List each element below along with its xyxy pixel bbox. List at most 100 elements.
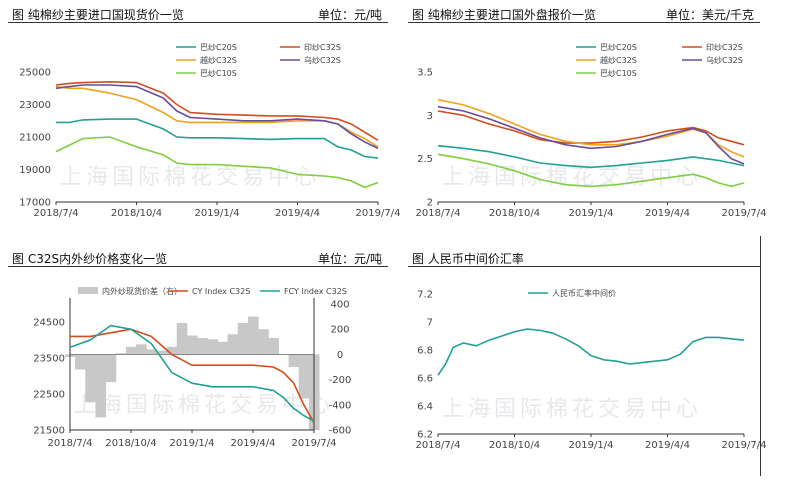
spread-bar — [176, 322, 188, 355]
series-line — [437, 144, 745, 169]
x-tick-label: 2018/7/4 — [34, 208, 79, 219]
y-tick-label: 6.8 — [417, 346, 433, 357]
title-divider — [8, 266, 388, 267]
y-tick-label: 25000 — [19, 68, 51, 79]
y2-tick-label: 200 — [330, 325, 349, 336]
spread-bar — [105, 354, 117, 383]
watermark: 上海国际棉花交易中心 — [74, 393, 334, 418]
legend-label: 印纱C32S — [304, 43, 341, 52]
watermark: 上海国际棉花交易中心 — [442, 397, 702, 422]
chart-panel-rmb-rate: 图 人民币中间价汇率 上海国际棉花交易中心 7.2 7 6.8 6.6 6.4 6.2 201… — [408, 250, 767, 476]
x-tick-label: 2018/10/4 — [489, 208, 540, 219]
spread-bar — [288, 354, 300, 367]
spread-bar — [136, 344, 147, 355]
legend-label: 越纱C32S — [200, 55, 237, 65]
y-tick-label: 6.4 — [417, 402, 433, 413]
chart-unit: 单位：美元/千克 — [665, 8, 754, 22]
legend-label: 内外纱现货价差（右） — [102, 286, 182, 296]
legend-label: 巴纱C10S — [200, 69, 237, 78]
series-line — [55, 81, 379, 141]
x-tick-label: 2019/7/4 — [356, 208, 401, 219]
spread-bar — [217, 341, 229, 355]
series-line — [437, 105, 745, 165]
spread-bar — [156, 350, 168, 355]
chart-title: 图 C32S内外纱价格变化一览 — [12, 252, 168, 266]
spread-bar — [75, 354, 86, 370]
series-line — [55, 136, 379, 189]
y-tick-label: 3 — [427, 111, 433, 122]
spread-bar — [186, 335, 198, 355]
chart-canvas: 上海国际棉花交易中心 24500 23500 22500 21500 400 200 0 -20… — [33, 286, 352, 449]
spread-bar — [227, 334, 239, 355]
x-tick-label: 2019/1/4 — [170, 438, 215, 449]
y2-tick-label: 0 — [337, 350, 343, 361]
y-tick-label: 22500 — [33, 390, 65, 401]
legend-label: 巴纱C20S — [200, 43, 237, 52]
title-divider — [408, 266, 760, 267]
y2-tick-label: -200 — [329, 375, 352, 386]
series-line — [437, 328, 745, 376]
legend-label: 乌纱C32S — [706, 55, 743, 65]
spread-bar — [95, 354, 107, 418]
legend-label: 人民币汇率中间价 — [552, 288, 616, 298]
spread-bar — [237, 322, 249, 355]
spread-bar — [115, 353, 127, 355]
y-tick-label: 19000 — [19, 165, 51, 176]
chart-panel-spot-price: 图 纯棉纱主要进口国现货价一览 单位：元/吨 上海国际棉花交易中心 25000 23… — [8, 6, 400, 226]
series-line — [56, 118, 379, 159]
spread-bar — [146, 349, 157, 355]
spread-bar — [207, 339, 218, 355]
y2-tick-label: 400 — [330, 300, 349, 311]
panel-right-border — [760, 236, 761, 476]
title-divider — [8, 22, 388, 23]
watermark: 上海国际棉花交易中心 — [60, 165, 320, 190]
legend-label: 巴纱C20S — [600, 43, 637, 52]
series-line — [437, 153, 745, 188]
spread-bar — [85, 354, 96, 403]
x-tick-label: 2019/1/4 — [195, 208, 240, 219]
x-tick-label: 2019/4/4 — [231, 438, 276, 449]
spread-bar — [247, 316, 259, 355]
y-tick-label: 24500 — [33, 318, 65, 329]
spread-bar — [197, 338, 208, 355]
y-tick-label: 3.5 — [417, 68, 433, 79]
series-line — [70, 328, 315, 424]
x-tick-label: 2019/1/4 — [569, 208, 614, 219]
x-tick-label: 2018/7/4 — [416, 440, 461, 451]
x-tick-label: 2019/1/4 — [569, 440, 614, 451]
legend-label: FCY Index C32S — [284, 287, 347, 296]
title-divider — [408, 22, 760, 23]
legend-label: 越纱C32S — [600, 55, 637, 65]
chart-unit: 单位：元/吨 — [317, 252, 382, 266]
y-tick-label: 2.5 — [417, 154, 433, 165]
y2-tick-label: -400 — [329, 400, 352, 411]
watermark: 上海国际棉花交易中心 — [442, 165, 702, 190]
x-tick-label: 2018/7/4 — [416, 208, 461, 219]
chart-title: 图 纯棉纱主要进口国外盘报价一览 — [412, 8, 596, 22]
y-tick-label: 21000 — [19, 133, 51, 144]
y-tick-label: 6.2 — [417, 430, 433, 441]
x-tick-label: 2019/4/4 — [275, 208, 320, 219]
chart-unit: 单位：元/吨 — [317, 8, 382, 22]
chart-canvas: 上海国际棉花交易中心25000230002100019000170002018/… — [19, 43, 400, 219]
chart-title: 图 人民币中间价汇率 — [412, 252, 524, 266]
series-line — [437, 110, 745, 146]
spread-bar — [125, 346, 137, 355]
spread-bar — [166, 346, 178, 355]
x-tick-label: 2019/7/4 — [292, 438, 337, 449]
x-tick-label: 2018/10/4 — [111, 208, 162, 219]
spread-bar — [258, 329, 269, 355]
legend-label: 乌纱C32S — [304, 55, 341, 65]
series-line — [55, 84, 379, 150]
x-tick-label: 2019/4/4 — [645, 208, 690, 219]
spread-bar — [268, 338, 279, 355]
y-tick-label: 7 — [427, 318, 433, 329]
y-tick-label: 21500 — [33, 426, 65, 437]
y-tick-label: 23500 — [33, 354, 65, 365]
x-tick-label: 2019/7/4 — [722, 208, 767, 219]
y-tick-label: 2 — [427, 198, 433, 209]
y-tick-label: 7.2 — [417, 290, 433, 301]
y-tick-label: 17000 — [19, 198, 51, 209]
x-tick-label: 2019/7/4 — [722, 440, 767, 451]
